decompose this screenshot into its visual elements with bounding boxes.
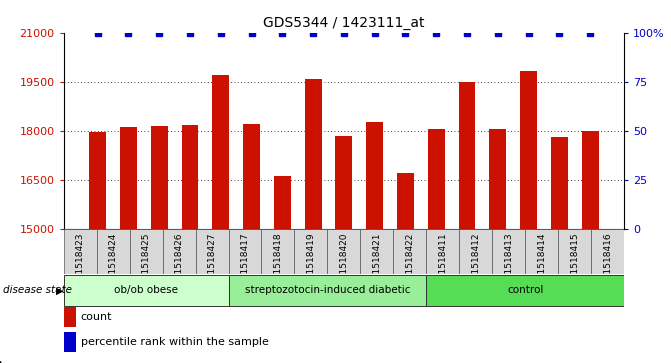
Bar xyxy=(162,229,195,274)
Text: GSM1518423: GSM1518423 xyxy=(76,232,85,293)
Bar xyxy=(591,229,624,274)
Text: GSM1518415: GSM1518415 xyxy=(570,232,579,293)
Bar xyxy=(393,229,426,274)
Bar xyxy=(582,131,599,229)
Bar xyxy=(243,124,260,229)
Bar xyxy=(120,127,137,229)
Bar xyxy=(89,132,106,229)
Text: GSM1518422: GSM1518422 xyxy=(405,232,414,293)
Text: GSM1518418: GSM1518418 xyxy=(274,232,282,293)
Bar xyxy=(426,229,459,274)
Bar xyxy=(151,126,168,229)
Bar xyxy=(229,229,262,274)
Bar xyxy=(426,275,624,306)
Bar xyxy=(295,229,327,274)
Text: ob/ob obese: ob/ob obese xyxy=(114,285,178,295)
Text: disease state: disease state xyxy=(3,285,72,295)
Bar xyxy=(360,229,393,274)
Bar xyxy=(229,275,426,306)
Bar xyxy=(458,82,476,229)
Bar xyxy=(262,229,295,274)
Text: GSM1518411: GSM1518411 xyxy=(438,232,448,293)
Bar xyxy=(274,176,291,229)
Text: GSM1518420: GSM1518420 xyxy=(340,232,348,293)
Bar xyxy=(551,137,568,229)
Bar xyxy=(64,229,97,274)
Bar xyxy=(459,229,493,274)
Text: GSM1518424: GSM1518424 xyxy=(109,232,117,293)
Text: GSM1518413: GSM1518413 xyxy=(504,232,513,293)
Bar xyxy=(327,229,360,274)
Bar xyxy=(195,229,229,274)
Bar xyxy=(305,79,321,229)
Text: GSM1518414: GSM1518414 xyxy=(537,232,546,293)
Bar xyxy=(397,173,414,229)
Bar xyxy=(525,229,558,274)
Bar xyxy=(182,125,199,229)
Text: count: count xyxy=(81,312,112,322)
Bar xyxy=(366,122,383,229)
Text: control: control xyxy=(507,285,544,295)
Text: GSM1518417: GSM1518417 xyxy=(240,232,250,293)
Bar xyxy=(520,71,537,229)
Bar xyxy=(212,75,229,229)
Bar xyxy=(130,229,162,274)
Bar xyxy=(97,229,130,274)
Bar xyxy=(558,229,591,274)
Bar xyxy=(64,275,229,306)
Title: GDS5344 / 1423111_at: GDS5344 / 1423111_at xyxy=(263,16,425,30)
Text: GSM1518426: GSM1518426 xyxy=(174,232,184,293)
Text: GSM1518427: GSM1518427 xyxy=(207,232,217,293)
Text: ▶: ▶ xyxy=(56,285,63,295)
Bar xyxy=(489,129,506,229)
Text: percentile rank within the sample: percentile rank within the sample xyxy=(81,337,268,347)
Bar xyxy=(427,129,445,229)
Text: GSM1518412: GSM1518412 xyxy=(471,232,480,293)
Bar xyxy=(493,229,525,274)
Text: streptozotocin-induced diabetic: streptozotocin-induced diabetic xyxy=(245,285,410,295)
Text: GSM1518419: GSM1518419 xyxy=(307,232,315,293)
Text: GSM1518416: GSM1518416 xyxy=(603,232,612,293)
Bar xyxy=(336,135,352,229)
Text: GSM1518425: GSM1518425 xyxy=(142,232,151,293)
Text: GSM1518421: GSM1518421 xyxy=(372,232,381,293)
